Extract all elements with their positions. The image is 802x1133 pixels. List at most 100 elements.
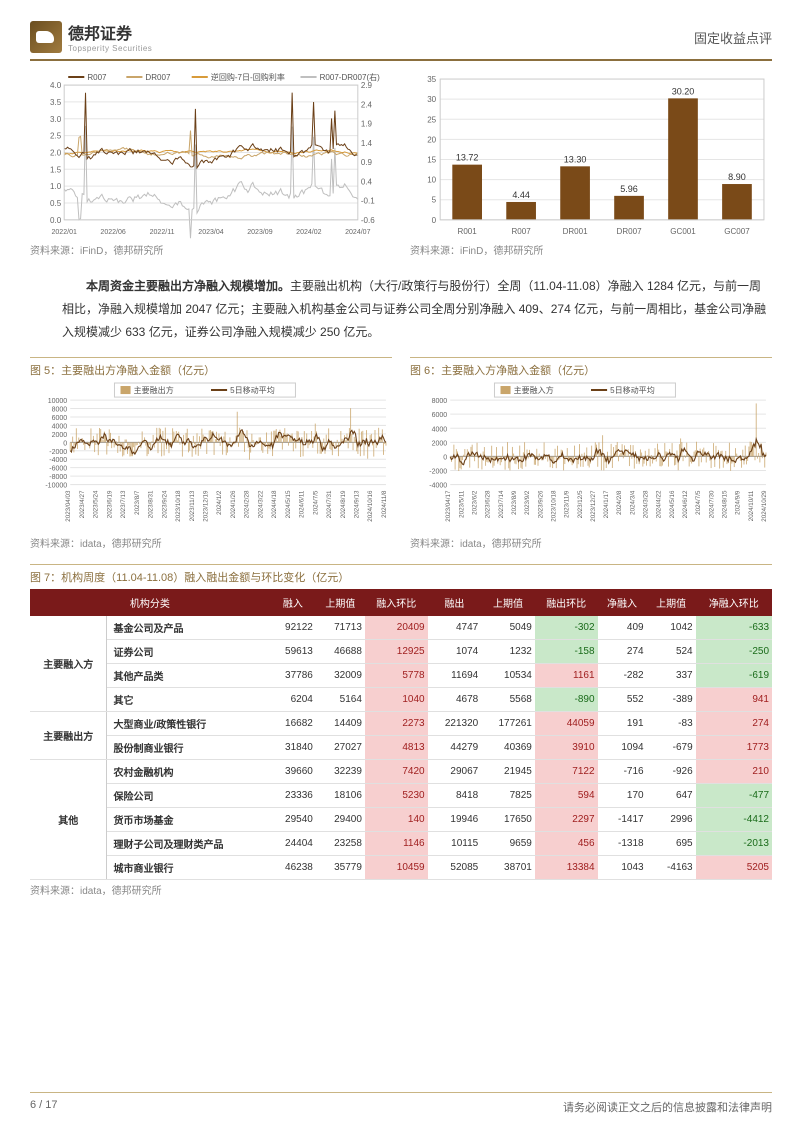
- svg-text:R007: R007: [512, 227, 532, 236]
- col-header: 上期值: [647, 589, 696, 616]
- svg-text:2024/7/30: 2024/7/30: [708, 490, 715, 518]
- value-cell: 695: [647, 832, 696, 856]
- brand-name: 德邦证券: [68, 20, 152, 44]
- name-cell: 其它: [107, 688, 270, 712]
- svg-text:R007: R007: [87, 73, 107, 82]
- value-cell: 11694: [428, 664, 482, 688]
- svg-text:2024/6/11: 2024/6/11: [299, 490, 306, 518]
- value-cell: 2273: [365, 712, 428, 736]
- value-cell: 46688: [316, 640, 365, 664]
- value-cell: 37786: [270, 664, 316, 688]
- svg-text:2023/12/19: 2023/12/19: [203, 490, 210, 522]
- svg-text:2024/1/17: 2024/1/17: [603, 490, 610, 518]
- svg-text:2024/8/19: 2024/8/19: [340, 490, 347, 518]
- value-cell: 32239: [316, 760, 365, 784]
- svg-text:2024/3/28: 2024/3/28: [643, 490, 650, 518]
- value-cell: 38701: [481, 856, 535, 880]
- value-cell: 6204: [270, 688, 316, 712]
- svg-text:2024/02: 2024/02: [296, 229, 321, 236]
- svg-text:2024/10/29: 2024/10/29: [761, 490, 768, 522]
- value-cell: 3910: [535, 736, 598, 760]
- value-cell: -1417: [598, 808, 647, 832]
- svg-text:5: 5: [432, 196, 437, 205]
- svg-text:-4000: -4000: [49, 458, 67, 465]
- svg-text:0: 0: [432, 216, 437, 225]
- svg-text:2023/04/17: 2023/04/17: [445, 490, 452, 522]
- svg-text:2023/04/03: 2023/04/03: [65, 490, 72, 522]
- svg-text:2024/07: 2024/07: [345, 229, 370, 236]
- svg-text:0.0: 0.0: [50, 216, 62, 225]
- svg-text:20: 20: [427, 135, 436, 144]
- value-cell: 274: [598, 640, 647, 664]
- value-cell: 16682: [270, 712, 316, 736]
- value-cell: 4678: [428, 688, 482, 712]
- svg-text:6000: 6000: [52, 415, 68, 422]
- svg-text:2023/04: 2023/04: [198, 229, 223, 236]
- value-cell: 1773: [696, 736, 772, 760]
- svg-text:5日移动平均: 5日移动平均: [230, 385, 275, 395]
- svg-text:10000: 10000: [48, 398, 68, 405]
- fig-line-source: 资料来源：iFinD，德邦研究所: [30, 242, 392, 257]
- fig5-source: 资料来源：idata，德邦研究所: [30, 535, 392, 550]
- svg-text:2023/7/14: 2023/7/14: [498, 490, 505, 518]
- value-cell: -1318: [598, 832, 647, 856]
- value-cell: 170: [598, 784, 647, 808]
- name-cell: 证券公司: [107, 640, 270, 664]
- svg-text:2024/7/31: 2024/7/31: [326, 490, 333, 518]
- name-cell: 理财子公司及理财类产品: [107, 832, 270, 856]
- name-cell: 其他产品类: [107, 664, 270, 688]
- svg-text:2023/8/9: 2023/8/9: [511, 490, 518, 515]
- value-cell: 1040: [365, 688, 428, 712]
- value-cell: 21945: [481, 760, 535, 784]
- value-cell: 29067: [428, 760, 482, 784]
- col-header: 上期值: [316, 589, 365, 616]
- svg-text:2024/7/5: 2024/7/5: [695, 490, 702, 515]
- svg-text:2024/10/16: 2024/10/16: [367, 490, 374, 522]
- table-row: 城市商业银行4623835779104595208538701133841043…: [30, 856, 772, 880]
- fig5-block: 图 5：主要融出方净融入金额（亿元） -10000-8000-6000-4000…: [30, 357, 392, 550]
- svg-text:R001: R001: [458, 227, 478, 236]
- page-footer: 6 / 17 请务必阅读正文之后的信息披露和法律声明: [30, 1092, 772, 1115]
- value-cell: -716: [598, 760, 647, 784]
- svg-text:2024/4/18: 2024/4/18: [271, 490, 278, 518]
- value-cell: 5230: [365, 784, 428, 808]
- value-cell: 1042: [647, 616, 696, 640]
- fig5-svg: -10000-8000-6000-4000-200002000400060008…: [30, 382, 392, 533]
- svg-text:13.72: 13.72: [456, 153, 479, 163]
- value-cell: 5568: [481, 688, 535, 712]
- svg-text:主要融入方: 主要融入方: [514, 385, 554, 395]
- value-cell: 191: [598, 712, 647, 736]
- value-cell: 10534: [481, 664, 535, 688]
- svg-text:2023/6/2: 2023/6/2: [472, 490, 479, 515]
- svg-text:GC007: GC007: [724, 227, 750, 236]
- svg-text:2024/4/22: 2024/4/22: [656, 490, 663, 518]
- value-cell: 337: [647, 664, 696, 688]
- group-cell: 主要融出方: [30, 712, 107, 760]
- svg-text:8.90: 8.90: [728, 172, 746, 182]
- value-cell: 7825: [481, 784, 535, 808]
- value-cell: 5778: [365, 664, 428, 688]
- value-cell: 177261: [481, 712, 535, 736]
- name-cell: 股份制商业银行: [107, 736, 270, 760]
- value-cell: -250: [696, 640, 772, 664]
- name-cell: 大型商业/政策性银行: [107, 712, 270, 736]
- value-cell: 941: [696, 688, 772, 712]
- svg-text:2023/9/2: 2023/9/2: [524, 490, 531, 515]
- value-cell: 1146: [365, 832, 428, 856]
- svg-text:2024/2/8: 2024/2/8: [616, 490, 623, 515]
- value-cell: 8418: [428, 784, 482, 808]
- value-cell: -926: [647, 760, 696, 784]
- svg-text:2023/9/24: 2023/9/24: [161, 490, 168, 518]
- svg-text:2024/7/5: 2024/7/5: [312, 490, 319, 515]
- svg-text:5日移动平均: 5日移动平均: [610, 385, 655, 395]
- bar-chart-svg: 0510152025303513.72R0014.44R00713.30DR00…: [410, 69, 772, 240]
- footer-disclaimer: 请务必阅读正文之后的信息披露和法律声明: [563, 1099, 772, 1115]
- svg-text:2023/5/11: 2023/5/11: [458, 490, 465, 518]
- value-cell: 35779: [316, 856, 365, 880]
- svg-text:-0.6: -0.6: [361, 216, 375, 225]
- value-cell: 18106: [316, 784, 365, 808]
- svg-text:0: 0: [443, 455, 447, 462]
- value-cell: 221320: [428, 712, 482, 736]
- value-cell: 7420: [365, 760, 428, 784]
- value-cell: 59613: [270, 640, 316, 664]
